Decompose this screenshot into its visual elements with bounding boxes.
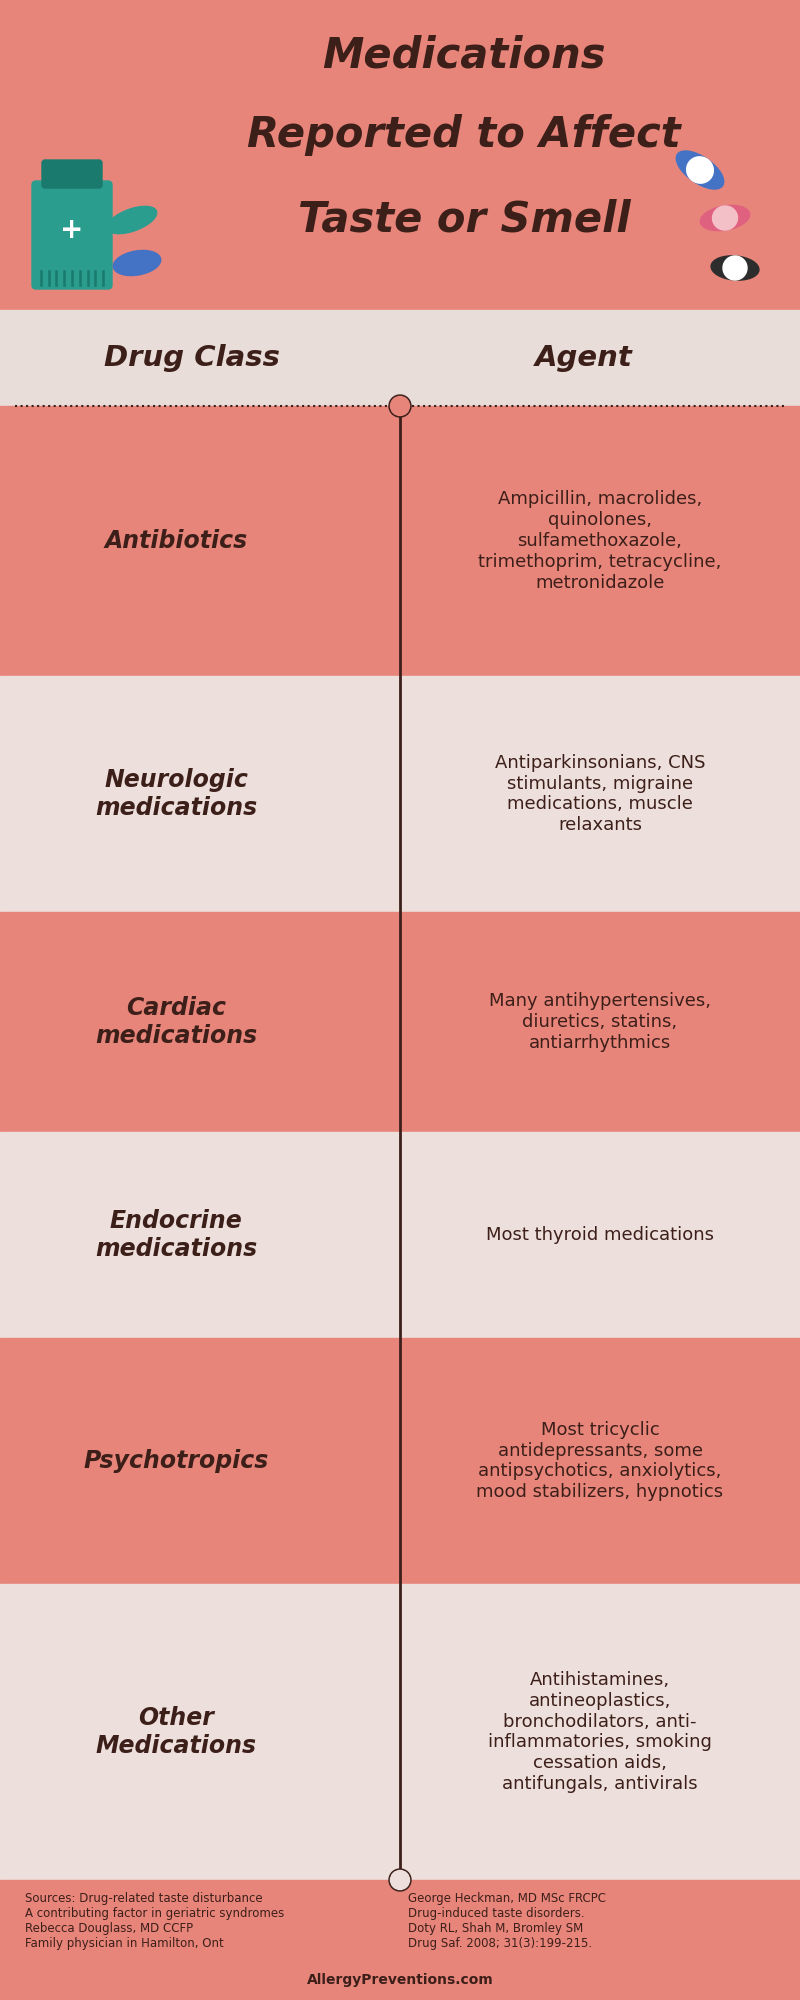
Ellipse shape [723, 256, 747, 280]
Text: Drug Class: Drug Class [104, 344, 280, 372]
Bar [0, 1584, 800, 1880]
Ellipse shape [107, 206, 157, 234]
Circle shape [389, 1868, 411, 1892]
Text: Other
Medications: Other Medications [95, 1706, 257, 1758]
Text: Sources: Drug-related taste disturbance
A contributing factor in geriatric syndr: Sources: Drug-related taste disturbance … [25, 1892, 284, 1950]
Text: Agent: Agent [535, 344, 633, 372]
Text: Most tricyclic
antidepressants, some
antipsychotics, anxiolytics,
mood stabilize: Most tricyclic antidepressants, some ant… [477, 1420, 723, 1502]
Ellipse shape [700, 206, 750, 230]
Text: Antibiotics: Antibiotics [104, 530, 248, 554]
Ellipse shape [676, 150, 724, 190]
Ellipse shape [711, 256, 759, 280]
Bar [0, 1338, 800, 1584]
Ellipse shape [114, 250, 161, 276]
Text: Neurologic
medications: Neurologic medications [95, 768, 257, 820]
FancyBboxPatch shape [32, 182, 112, 288]
Text: Psychotropics: Psychotropics [83, 1448, 269, 1472]
Bar [0, 1132, 800, 1338]
Text: Cardiac
medications: Cardiac medications [95, 996, 257, 1048]
Bar [0, 406, 800, 676]
Ellipse shape [686, 156, 714, 184]
Text: AllergyPreventions.com: AllergyPreventions.com [306, 1972, 494, 1988]
Text: Ampicillin, macrolides,
quinolones,
sulfamethoxazole,
trimethoprim, tetracycline: Ampicillin, macrolides, quinolones, sulf… [478, 490, 722, 592]
Text: Antiparkinsonians, CNS
stimulants, migraine
medications, muscle
relaxants: Antiparkinsonians, CNS stimulants, migra… [494, 754, 706, 834]
FancyBboxPatch shape [42, 160, 102, 188]
Circle shape [390, 1870, 410, 1890]
Circle shape [389, 396, 411, 418]
Text: Taste or Smell: Taste or Smell [298, 200, 630, 240]
Bar [0, 0, 800, 310]
Text: Antihistamines,
antineoplastics,
bronchodilators, anti-
inflammatories, smoking
: Antihistamines, antineoplastics, broncho… [488, 1672, 712, 1794]
Bar [0, 1880, 800, 2000]
Text: Medications: Medications [322, 34, 606, 76]
Circle shape [390, 396, 410, 416]
Text: Most thyroid medications: Most thyroid medications [486, 1226, 714, 1244]
Bar [0, 912, 800, 1132]
Bar [0, 310, 800, 406]
Text: Many antihypertensives,
diuretics, statins,
antiarrhythmics: Many antihypertensives, diuretics, stati… [489, 992, 711, 1052]
Text: Endocrine
medications: Endocrine medications [95, 1210, 257, 1260]
Bar [0, 676, 800, 912]
Ellipse shape [713, 206, 738, 230]
Text: +: + [60, 216, 84, 244]
Text: Reported to Affect: Reported to Affect [247, 114, 681, 156]
Text: George Heckman, MD MSc FRCPC
Drug-induced taste disorders.
Doty RL, Shah M, Brom: George Heckman, MD MSc FRCPC Drug-induce… [408, 1892, 606, 1950]
